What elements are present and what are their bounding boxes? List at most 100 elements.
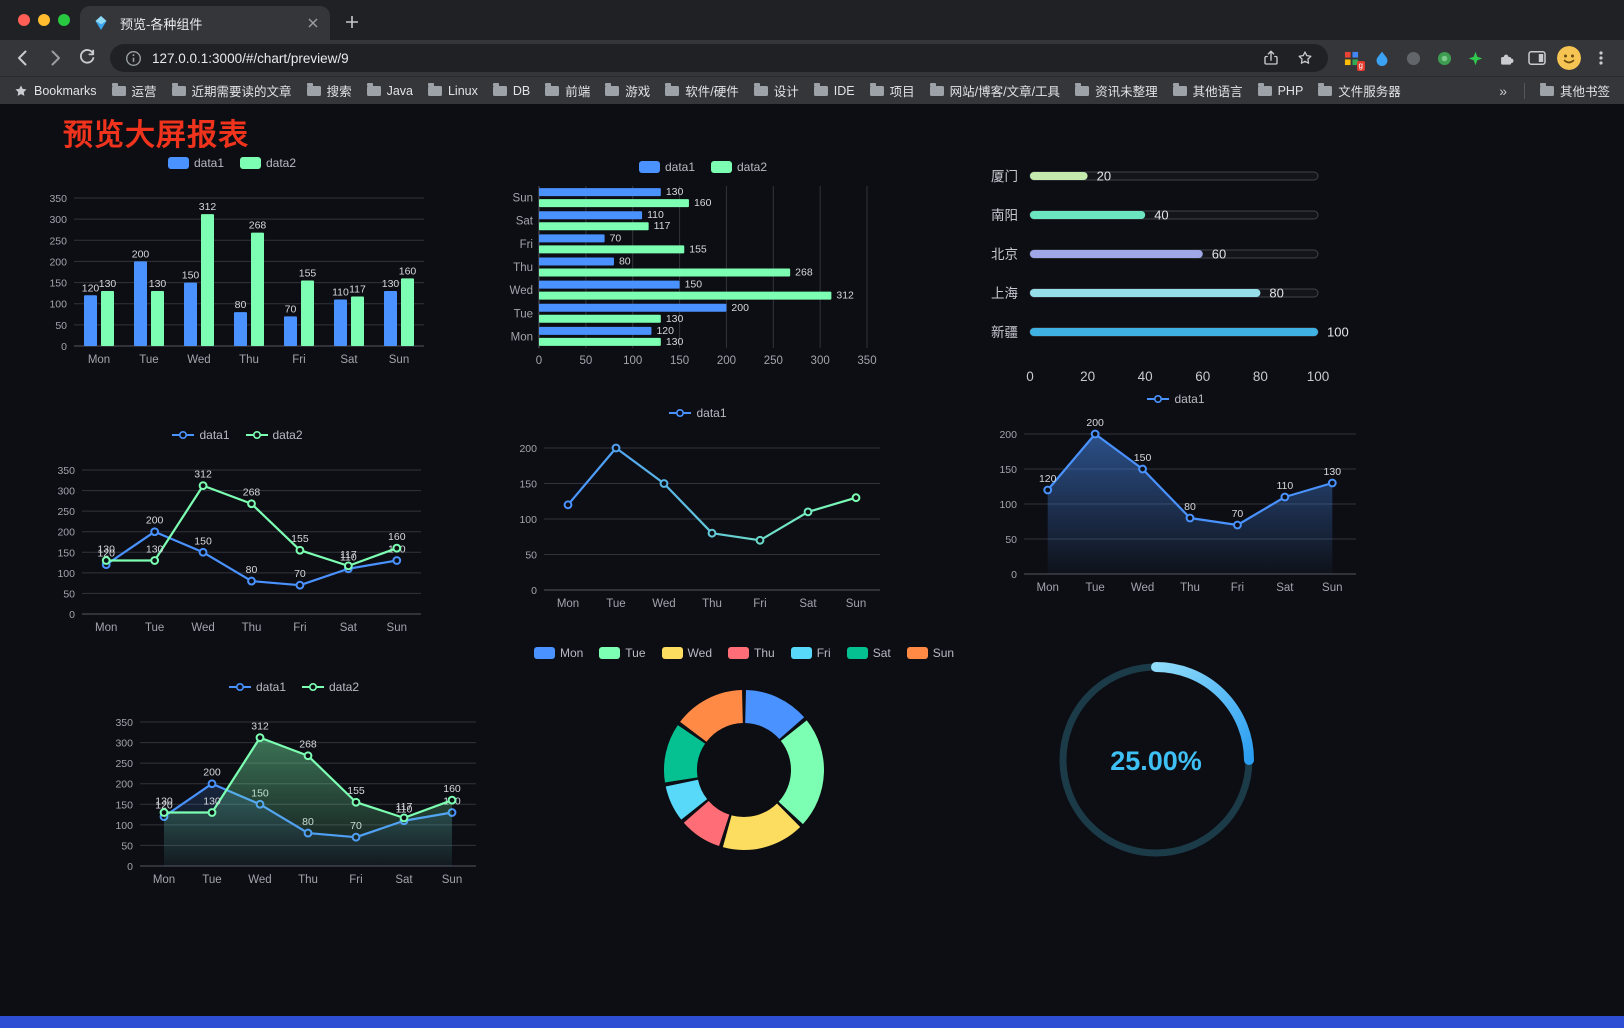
legend-item[interactable]: data1 <box>228 680 286 694</box>
city-progress-chart-canvas[interactable]: 厦门 20 南阳 40 北京 60 上海 80 新疆 100 0 20 40 60 80 100 <box>980 160 1380 392</box>
bookmark-folder[interactable]: 网站/博客/文章/工具 <box>929 81 1060 100</box>
bookmark-folder[interactable]: 资讯未整理 <box>1075 81 1158 100</box>
legend-marker <box>661 647 683 659</box>
legend-item[interactable]: Mon <box>533 646 583 660</box>
new-tab-button[interactable] <box>338 8 366 36</box>
legend-item[interactable]: Thu <box>728 646 775 660</box>
svg-text:北京: 北京 <box>991 247 1018 262</box>
svg-text:南阳: 南阳 <box>991 208 1018 223</box>
folder-icon <box>753 82 768 96</box>
bookmark-folder[interactable]: 设计 <box>753 81 799 100</box>
svg-text:Mon: Mon <box>95 622 117 634</box>
svg-text:0: 0 <box>1011 569 1017 581</box>
double-area-chart-canvas[interactable]: 0 50 100 150 200 250 300 350 Mon Tue Wed Thu Fri Sat S… <box>98 700 490 894</box>
bookmark-folders: 运营 近期需要读的文章 搜索 Java Linux DB 前端 游戏 软件/硬件 设计 IDE 项目 网… <box>111 81 1483 100</box>
svg-text:上海: 上海 <box>991 286 1018 301</box>
svg-text:100: 100 <box>115 820 133 832</box>
extension-icon-grid[interactable]: g <box>1340 47 1365 71</box>
svg-text:150: 150 <box>49 278 67 290</box>
url-text[interactable]: 127.0.0.1:3000/#/chart/preview/9 <box>152 50 349 66</box>
extension-icon-circle-gray[interactable] <box>1402 47 1424 69</box>
minimize-window-button[interactable] <box>38 14 50 26</box>
legend-item[interactable]: data2 <box>245 428 303 442</box>
extensions-puzzle-icon[interactable] <box>1495 47 1517 69</box>
reload-button[interactable] <box>72 43 102 73</box>
legend-label: data1 <box>664 160 695 174</box>
svg-text:130: 130 <box>1324 466 1342 478</box>
svg-text:80: 80 <box>246 564 258 576</box>
legend-item[interactable]: Fri <box>790 646 831 660</box>
legend-item[interactable]: data2 <box>240 156 296 170</box>
fullscreen-window-button[interactable] <box>58 14 70 26</box>
bookmark-folder[interactable]: 前端 <box>545 81 590 100</box>
extension-icon-circle-green[interactable] <box>1433 47 1455 69</box>
browser-toolbar: 127.0.0.1:3000/#/chart/preview/9 g <box>0 40 1624 76</box>
donut-chart-canvas[interactable] <box>545 666 943 874</box>
legend-item[interactable]: data1 <box>638 160 695 174</box>
svg-text:117: 117 <box>349 284 366 296</box>
gradient-line-chart-canvas[interactable]: 0 50 100 150 200 Mon Tue Wed Thu Fri Sat Sun <box>502 426 894 618</box>
bookmark-folder[interactable]: 文件服务器 <box>1318 81 1401 100</box>
bookmarks-overflow-chevron[interactable]: » <box>1499 82 1507 99</box>
bookmark-folder[interactable]: 项目 <box>869 81 915 100</box>
bookmark-folder[interactable]: DB <box>492 81 530 100</box>
close-window-button[interactable] <box>18 14 30 26</box>
bookmark-folder[interactable]: 搜索 <box>306 81 352 100</box>
svg-text:Thu: Thu <box>298 874 318 886</box>
bookmark-folder[interactable]: Linux <box>427 81 478 100</box>
svg-text:268: 268 <box>249 220 267 232</box>
bookmark-folder[interactable]: PHP <box>1257 81 1304 100</box>
legend-item[interactable]: data1 <box>172 428 230 442</box>
area-line-chart-canvas[interactable]: 0 50 100 150 200 Mon Tue Wed Thu Fri Sat Sun 120 200 1… <box>982 412 1370 602</box>
svg-text:Mon: Mon <box>557 598 579 610</box>
menu-icon[interactable] <box>1590 47 1612 69</box>
bookmark-folder[interactable]: 游戏 <box>605 81 650 100</box>
bookmark-folder[interactable]: 其他语言 <box>1172 81 1243 100</box>
address-bar[interactable]: 127.0.0.1:3000/#/chart/preview/9 <box>110 44 1328 72</box>
svg-text:100: 100 <box>49 299 67 311</box>
folder-icon <box>1539 82 1554 96</box>
legend-item[interactable]: Wed <box>661 646 712 660</box>
legend-item[interactable]: data1 <box>167 156 224 170</box>
share-icon[interactable] <box>1260 47 1282 69</box>
svg-text:150: 150 <box>685 279 703 291</box>
bookmark-folder[interactable]: IDE <box>813 81 855 100</box>
legend-item[interactable]: data2 <box>302 680 359 694</box>
bookmark-folder[interactable]: 软件/硬件 <box>665 81 739 100</box>
svg-text:新疆: 新疆 <box>991 325 1018 340</box>
tab-close-icon[interactable] <box>306 16 320 30</box>
folder-icon <box>1318 82 1333 96</box>
bookmark-folder[interactable]: Java <box>366 81 413 100</box>
bookmark-star-icon[interactable] <box>1294 47 1316 69</box>
svg-text:70: 70 <box>294 568 306 580</box>
forward-button[interactable] <box>40 43 70 73</box>
svg-text:0: 0 <box>69 609 75 621</box>
browser-tab[interactable]: 预览-各种组件 <box>80 6 330 40</box>
bookmark-label: PHP <box>1277 83 1304 98</box>
legend-item[interactable]: data2 <box>711 160 767 174</box>
extension-icon-drop[interactable] <box>1371 47 1393 69</box>
bookmark-folder[interactable]: 运营 <box>111 81 157 100</box>
grouped-bar-chart: data1 data2 0 50 100 150 200 250 300 350 Mon 120 130… <box>32 152 432 374</box>
dashboard-content: 预览大屏报表 data1 data2 0 50 100 150 200 250 300 350 Mo… <box>0 104 1624 1028</box>
legend-item[interactable]: Sun <box>906 646 954 660</box>
multi-line-chart-canvas[interactable]: 0 50 100 150 200 250 300 350 Mon Tue Wed Thu Fri Sat S… <box>40 448 435 642</box>
svg-text:150: 150 <box>670 355 689 367</box>
profile-avatar[interactable] <box>1557 46 1581 70</box>
legend-item[interactable]: data1 <box>1147 392 1205 406</box>
svg-text:250: 250 <box>115 758 133 770</box>
legend-item[interactable]: data1 <box>669 406 727 420</box>
other-bookmarks[interactable]: 其他书签 <box>1539 81 1610 100</box>
horizontal-bar-chart-canvas[interactable]: 0 50 100 150 200 250 300 350Mon120130Tue200130W… <box>503 180 903 374</box>
back-button[interactable] <box>8 43 38 73</box>
legend-item[interactable]: Tue <box>599 646 646 660</box>
bookmark-folder[interactable]: 近期需要读的文章 <box>171 81 292 100</box>
extension-icon-star-green[interactable] <box>1464 47 1486 69</box>
site-info-icon[interactable] <box>122 47 144 69</box>
ring-progress-chart-canvas[interactable]: 25.00% <box>1048 652 1264 868</box>
side-panel-icon[interactable] <box>1526 47 1548 69</box>
legend-item[interactable]: Sat <box>846 646 891 660</box>
bookmarks-root[interactable]: Bookmarks <box>14 84 97 98</box>
svg-text:160: 160 <box>388 531 406 543</box>
